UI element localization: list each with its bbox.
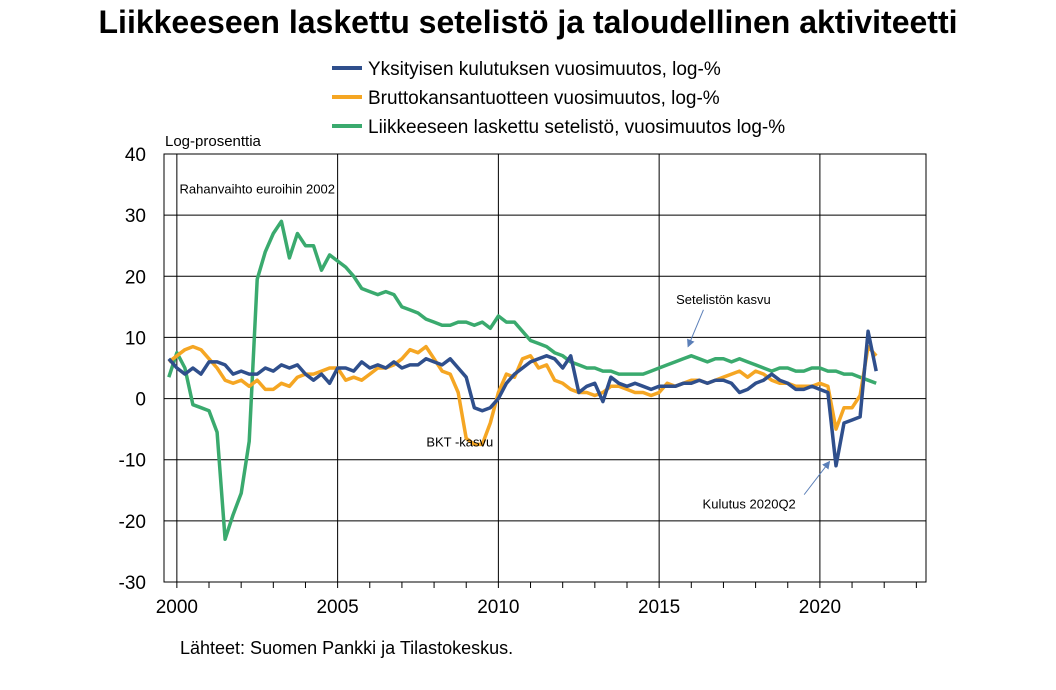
x-tick-label: 2015 xyxy=(638,597,680,618)
chart-series xyxy=(167,219,878,541)
y-tick-label: -30 xyxy=(119,573,146,594)
series-line xyxy=(167,329,878,468)
y-tick-label: 30 xyxy=(125,206,146,227)
y-tick-label: 10 xyxy=(125,328,146,349)
y-tick-label: -10 xyxy=(119,451,146,472)
annotation-label: Rahanvaihto euroihin 2002 xyxy=(180,182,335,197)
y-tick-label: 0 xyxy=(135,390,146,411)
x-axis-ticks: 2000 2005 2010 2015 2020 xyxy=(156,582,917,618)
annotation-arrow xyxy=(687,309,704,348)
x-tick-label: 2005 xyxy=(316,597,358,618)
chart-title: Liikkeeseen laskettu setelistö ja taloud… xyxy=(98,4,958,40)
legend-label: Liikkeeseen laskettu setelistö, vuosimuu… xyxy=(368,117,785,138)
x-tick-label: 2000 xyxy=(156,597,198,618)
series-line xyxy=(167,219,877,541)
y-axis-label: Log-prosenttia xyxy=(165,133,262,150)
y-axis-ticks: 40 30 20 10 0 -10 -20 -30 xyxy=(119,145,146,594)
y-tick-label: -20 xyxy=(119,512,146,533)
x-tick-label: 2010 xyxy=(477,597,519,618)
legend-label: Bruttokansantuotteen vuosimuutos, log-% xyxy=(368,88,720,109)
plot-frame xyxy=(163,153,927,583)
chart-legend: Yksityisen kulutuksen vuosimuutos, log-%… xyxy=(332,59,785,138)
series-line xyxy=(167,344,878,447)
annotation-arrow xyxy=(803,460,831,495)
y-tick-label: 40 xyxy=(125,145,146,166)
y-tick-label: 20 xyxy=(125,267,146,288)
annotation-label: BKT -kasvu xyxy=(426,434,493,449)
annotation-label: Setelistön kasvu xyxy=(676,292,771,307)
x-tick-label: 2020 xyxy=(799,597,841,618)
legend-label: Yksityisen kulutuksen vuosimuutos, log-% xyxy=(368,59,721,80)
source-note: Lähteet: Suomen Pankki ja Tilastokeskus. xyxy=(180,638,514,658)
chart-annotations: Rahanvaihto euroihin 2002 Setelistön kasv… xyxy=(180,182,831,512)
annotation-label: Kulutus 2020Q2 xyxy=(703,497,796,512)
